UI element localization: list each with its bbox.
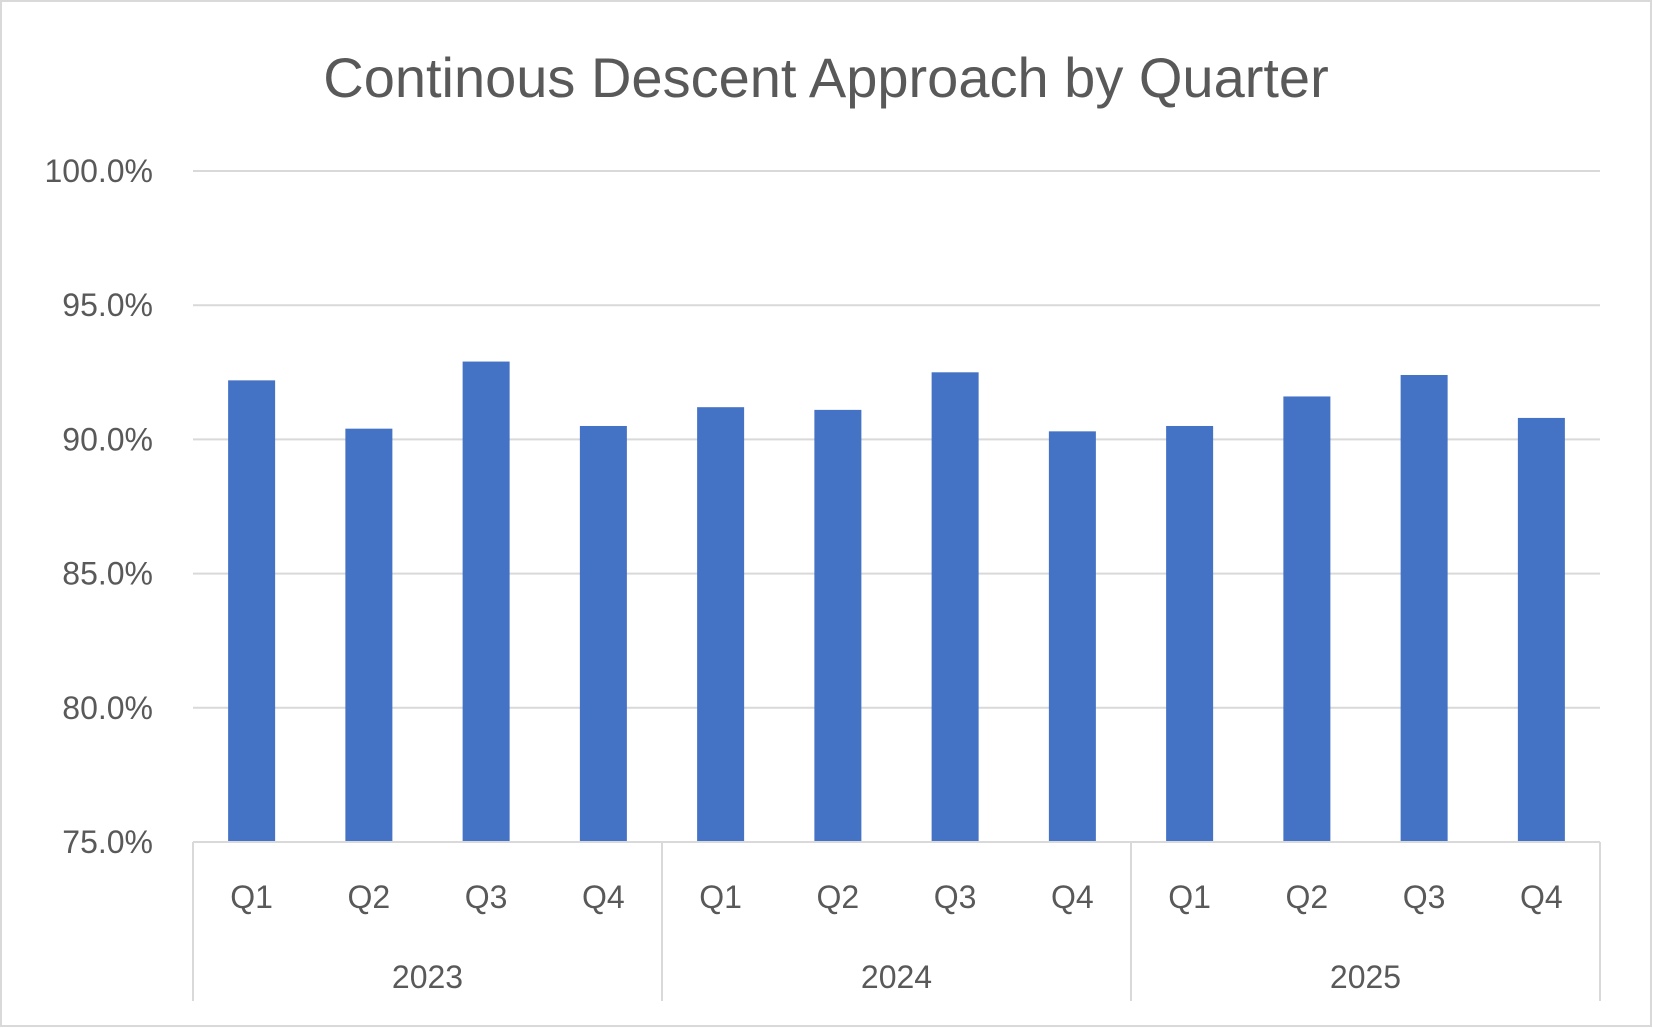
x-tick-label: Q1 [699,879,742,915]
group-label: 2024 [861,959,932,995]
bar [1283,396,1331,842]
x-tick-label: Q2 [817,879,860,915]
chart-title: Continous Descent Approach by Quarter [323,46,1328,109]
bar [814,409,862,842]
x-tick-label: Q2 [1286,879,1329,915]
x-tick-label: Q4 [582,879,625,915]
x-tick-label: Q1 [230,879,273,915]
y-tick-label: 75.0% [62,824,153,860]
group-label: 2025 [1330,959,1401,995]
y-tick-label: 80.0% [62,690,153,726]
x-tick-label: Q2 [348,879,391,915]
bar [931,372,979,842]
group-label: 2023 [392,959,463,995]
bar [697,407,745,842]
y-tick-label: 85.0% [62,556,153,592]
x-tick-label: Q4 [1051,879,1094,915]
x-tick-label: Q3 [1403,879,1446,915]
x-tick-label: Q4 [1520,879,1563,915]
y-tick-label: 95.0% [62,287,153,323]
bar [579,425,627,842]
x-tick-label: Q3 [465,879,508,915]
bar [1048,431,1096,842]
y-tick-label: 100.0% [44,153,153,189]
bar [345,428,393,842]
bar [1517,417,1565,842]
y-tick-label: 90.0% [62,421,153,457]
bar [1400,374,1448,842]
bar [228,380,276,842]
x-tick-label: Q1 [1168,879,1211,915]
bar [1166,425,1214,842]
x-tick-label: Q3 [934,879,977,915]
bar [462,361,510,842]
